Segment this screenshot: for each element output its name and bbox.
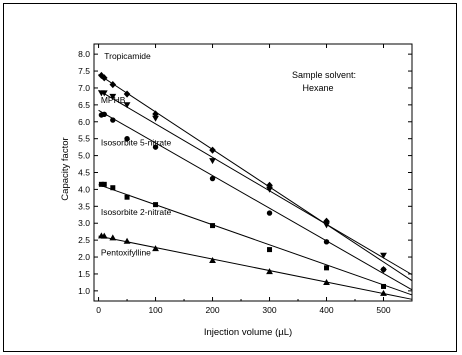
data-point-circle: [110, 117, 116, 123]
data-point-circle: [152, 144, 159, 150]
x-axis-label: Injection volume (µL): [204, 327, 292, 338]
axes: 0 100 200 300 400 500 1.0 1.5 2.0 2.5 3.0 3.5 4.0 4.5…: [78, 43, 413, 315]
data-point-diamond: [152, 110, 159, 118]
data-point-triangle-up: [100, 232, 108, 239]
data-point-square: [210, 223, 216, 229]
y-axis-label: Capacity factor: [60, 137, 71, 200]
fit-line-isosorbite-2-nitrate: [98, 184, 413, 296]
data-point-square: [98, 181, 104, 187]
fit-line-isosorbite-5-nitrate: [98, 109, 413, 291]
data-point-circle: [380, 266, 387, 273]
data-point-triangle-up: [152, 245, 159, 252]
x-tick-label: 100: [148, 305, 162, 315]
data-point-circle: [266, 210, 273, 216]
data-point-square: [267, 247, 273, 253]
data-point-diamond: [109, 80, 117, 89]
data-point-square: [110, 185, 116, 191]
y-tick-label: 4.0: [78, 184, 90, 194]
y-tick-label: 7.0: [78, 83, 90, 93]
data-point-triangle-up: [209, 257, 216, 264]
data-point-triangle-down: [109, 93, 117, 100]
x-tick-label: 400: [319, 305, 333, 315]
y-tick-label: 4.5: [78, 168, 90, 178]
data-point-triangle-down: [380, 252, 387, 259]
data-point-triangle-down: [323, 222, 330, 229]
x-tick-label: 500: [376, 305, 390, 315]
series-label-tropicamide: Tropicamide: [104, 51, 151, 61]
data-point-circle: [323, 239, 330, 245]
x-tick-label: 300: [262, 305, 276, 315]
data-point-triangle-up: [109, 234, 117, 241]
y-tick-label: 1.5: [78, 269, 90, 279]
fit-lines: [98, 74, 413, 300]
data-point-circle: [101, 111, 107, 118]
y-tick-label: 7.5: [78, 66, 90, 76]
y-tick-label: 3.0: [78, 218, 90, 228]
data-points: [98, 71, 387, 296]
data-point-triangle-up: [380, 289, 387, 296]
capacity-factor-chart: 0 100 200 300 400 500 1.0 1.5 2.0 2.5 3.0 3.5 4.0 4.5…: [60, 43, 413, 338]
series-label-isosorbite-5-nitrate: Isosorbite 5-nitrate: [101, 137, 172, 147]
data-point-triangle-up: [323, 279, 330, 286]
data-point-square: [381, 283, 387, 289]
figure-frame: 0 100 200 300 400 500 1.0 1.5 2.0 2.5 3.0 3.5 4.0 4.5…: [3, 3, 457, 352]
y-tick-label: 6.0: [78, 117, 90, 127]
data-point-triangle-up: [123, 237, 131, 244]
y-tick-label: 5.5: [78, 134, 90, 144]
data-point-square: [101, 181, 107, 187]
data-point-triangle-down: [266, 186, 273, 193]
y-tick-label: 6.5: [78, 100, 90, 110]
x-tick-label: 0: [96, 305, 101, 315]
series-labels: Tropicamide MPHB Isosorbite 5-nitrate Isoso…: [101, 51, 172, 257]
y-tick-label: 1.0: [78, 286, 90, 296]
y-tick-label: 3.5: [78, 201, 90, 211]
data-point-diamond: [100, 74, 108, 82]
series-label-isosorbite-2-nitrate: Isosorbite 2-nitrate: [101, 207, 172, 217]
data-point-triangle-up: [266, 268, 273, 275]
x-tick-label: 200: [205, 305, 219, 315]
data-point-square: [124, 194, 130, 200]
y-tick-label: 2.0: [78, 252, 90, 262]
fit-line-mphb: [98, 89, 413, 276]
data-point-square: [153, 202, 159, 208]
series-label-pentoxifylline: Pentoxifylline: [101, 247, 151, 257]
data-point-circle: [209, 175, 216, 182]
series-label-mphb: MPHB: [101, 95, 126, 105]
y-tick-label: 8.0: [78, 49, 90, 59]
data-point-triangle-down: [209, 158, 216, 165]
data-point-square: [324, 265, 330, 271]
data-point-triangle-down: [100, 90, 108, 97]
data-point-diamond: [98, 71, 105, 80]
fit-line-tropicamide: [98, 74, 413, 282]
data-point-diamond: [209, 146, 216, 154]
fit-line-pentoxifylline: [98, 235, 413, 300]
data-point-triangle-down: [123, 102, 131, 109]
annotation-line-2: Hexane: [302, 83, 333, 93]
y-tick-label: 5.0: [78, 151, 90, 161]
y-tick-label: 2.5: [78, 235, 90, 245]
data-point-circle: [124, 135, 130, 142]
annotation-line-1: Sample solvent:: [292, 70, 356, 80]
data-point-triangle-down: [152, 115, 159, 122]
